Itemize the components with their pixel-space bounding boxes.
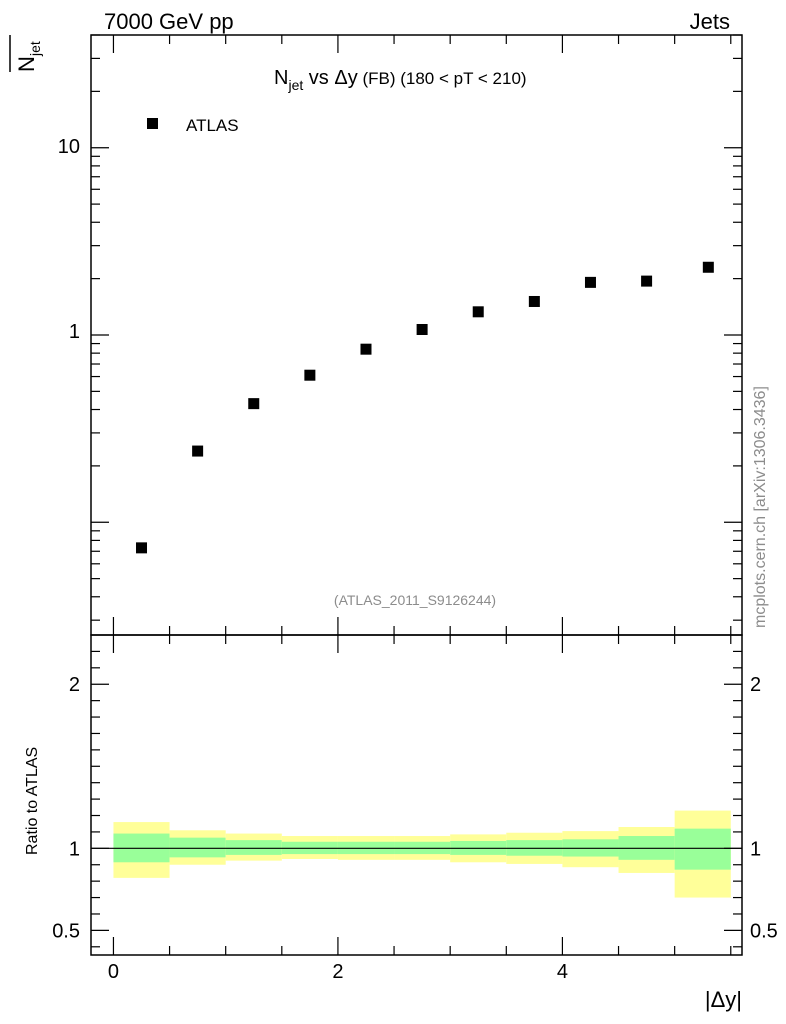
lower-ytick-label-right: 0.5: [750, 920, 778, 942]
xtick-label: 2: [332, 961, 343, 983]
inner-band-bin: [169, 837, 226, 858]
xtick-label: 4: [557, 961, 568, 983]
lower-ytick-label-right: 1: [750, 838, 761, 860]
ytick-label-1: 1: [69, 321, 80, 343]
inner-band-bin: [225, 840, 282, 855]
data-point: [702, 261, 714, 273]
title-delta: Δy: [334, 67, 357, 89]
lower-ylabel: Ratio to ATLAS: [24, 747, 41, 855]
title-main: N: [274, 67, 288, 89]
data-point: [641, 275, 653, 287]
data-point: [360, 343, 372, 355]
upper-ylabel: N jet: [9, 35, 43, 72]
data-point: [304, 369, 316, 381]
header-process: Jets: [690, 9, 730, 34]
legend-marker: [147, 118, 158, 129]
lower-frame: [90, 634, 743, 956]
title-vs: vs: [303, 67, 334, 89]
header-energy: 7000 GeV pp: [104, 9, 234, 34]
ytick-label-10: 10: [58, 136, 80, 158]
data-point: [136, 542, 148, 554]
title-fb: (FB): [358, 69, 396, 88]
data-point: [528, 295, 540, 307]
data-point: [192, 445, 204, 457]
xtick-label: 0: [108, 961, 119, 983]
data-point: [472, 306, 484, 318]
atlas-data-points: [136, 261, 714, 554]
title-range: (180 < pT < 210): [396, 69, 527, 88]
lower-tick-labels: 0.5 0.5 1 1 2 2 0 2 4: [52, 674, 778, 983]
title-sub: jet: [287, 77, 303, 93]
data-point: [584, 276, 596, 288]
upper-ylabel-main: N: [14, 56, 39, 72]
data-point: [248, 398, 260, 410]
lower-ytick-label-right: 2: [750, 674, 761, 696]
side-label: mcplots.cern.ch [arXiv:1306.3436]: [752, 386, 769, 628]
lower-axis-ticks: [91, 635, 742, 955]
ratio-bands: [113, 810, 731, 898]
legend-label: ATLAS: [186, 116, 239, 135]
lower-ytick-label: 2: [69, 674, 80, 696]
analysis-watermark: (ATLAS_2011_S9126244): [334, 592, 496, 608]
upper-ylabel-sub: jet: [27, 41, 43, 57]
xaxis-label: |Δy|: [705, 987, 742, 1012]
upper-axis-ticks: [91, 34, 742, 635]
chart-title: Njet vs Δy (FB) (180 < pT < 210): [274, 67, 527, 93]
data-point: [416, 323, 428, 335]
lower-ytick-label: 1: [69, 838, 80, 860]
inner-band-bin: [674, 828, 731, 870]
lower-ytick-label: 0.5: [52, 920, 80, 942]
